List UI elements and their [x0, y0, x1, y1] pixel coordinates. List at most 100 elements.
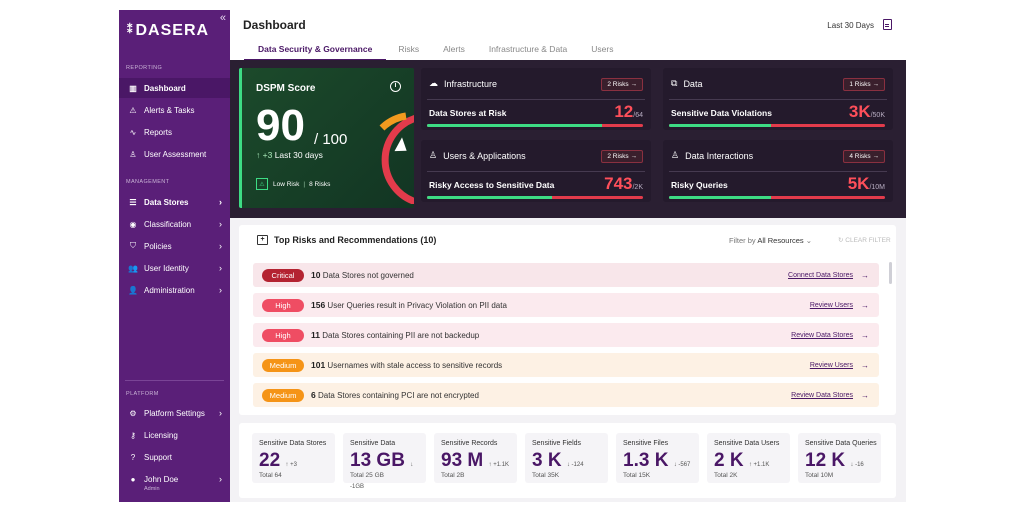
stat-sensitive-data-users[interactable]: Sensitive Data Users 2 K ↑ +1.1K Total 2… [707, 433, 790, 483]
risk-action-link[interactable]: Review Users [809, 301, 853, 309]
sidebar-item-alerts-tasks[interactable]: ⚠ Alerts & Tasks [119, 100, 230, 120]
metric-label: Data Stores at Risk [429, 108, 507, 118]
date-range-selector[interactable]: Last 30 Days [827, 21, 874, 30]
metric-label: Sensitive Data Violations [671, 108, 772, 118]
tab-data-security-governance[interactable]: Data Security & Governance [244, 44, 387, 61]
metric-bar [427, 196, 643, 199]
stat-delta: ↓ -124 [566, 462, 584, 468]
sidebar-item-classification[interactable]: ◉ Classification › [119, 214, 230, 234]
risks-badge-button[interactable]: 2 Risks → [601, 150, 643, 163]
export-report-icon[interactable] [883, 19, 892, 30]
metric-total: /2K [632, 184, 643, 191]
top-risks-panel: + Top Risks and Recommendations (10) Filt… [239, 225, 896, 415]
stat-delta: ↑ +1.1K [488, 462, 510, 468]
stat-sensitive-data-queries[interactable]: Sensitive Data Queries 12 K ↓ -16 Total … [798, 433, 881, 483]
user-avatar-icon: ● [130, 474, 136, 484]
refresh-icon: ↻ [838, 237, 844, 244]
risk-action-link[interactable]: Review Data Stores [791, 391, 853, 399]
tab-alerts[interactable]: Alerts [443, 44, 465, 54]
stat-value: 13 GB ↓ -1GB [350, 450, 426, 494]
stat-number: 12 K [805, 450, 846, 471]
database-icon: ◉ [129, 219, 137, 229]
dasera-logo[interactable]: ⁑ DASERA [127, 22, 209, 40]
clear-filter-button[interactable]: ↻ CLEAR FILTER [838, 236, 891, 244]
sidebar-item-user-identity[interactable]: 👥 User Identity › [119, 258, 230, 278]
arrow-right-icon[interactable]: → [861, 360, 869, 370]
sidebar-item-data-stores[interactable]: ☰ Data Stores › [119, 192, 230, 212]
logo-text: DASERA [135, 22, 210, 39]
collapse-sidebar-icon[interactable]: « [219, 12, 226, 24]
sidebar-item-label: User Assessment [144, 149, 207, 159]
metric-bar [669, 196, 885, 199]
dspm-score-max: / 100 [314, 131, 348, 148]
risks-badge-button[interactable]: 1 Risks → [843, 78, 885, 91]
sidebar-divider [125, 380, 224, 381]
risk-description: 6 Data Stores containing PCI are not enc… [311, 390, 479, 400]
stat-sensitive-files[interactable]: Sensitive Files 1.3 K ↓ -567 Total 15K [616, 433, 699, 483]
risk-level-pill: ⚠ Low Risk | 8 Risks [256, 178, 330, 190]
card-data: ⧉ Data 1 Risks → Sensitive Data Violation… [663, 68, 893, 130]
overview-band: DSPM Score i 90 / 100 ↑ +3 Last 30 days … [230, 60, 906, 218]
severity-badge: Medium [262, 358, 304, 372]
arrow-right-icon[interactable]: → [861, 300, 869, 310]
chevron-right-icon: › [219, 285, 222, 295]
stat-sensitive-records[interactable]: Sensitive Records 93 M ↑ +1.1K Total 2B [434, 433, 517, 483]
card-divider [427, 99, 645, 100]
tab-infrastructure-data[interactable]: Infrastructure & Data [488, 44, 568, 54]
sidebar-item-dashboard[interactable]: ▥ Dashboard [119, 78, 230, 98]
stat-label: Sensitive Data Users [714, 440, 780, 447]
arrow-right-icon[interactable]: → [861, 270, 869, 280]
arrow-right-icon[interactable]: → [861, 390, 869, 400]
sidebar-item-licensing[interactable]: ⚷ Licensing [119, 425, 230, 445]
key-icon: ⚷ [130, 430, 136, 440]
stat-delta: ↑ +3 [285, 462, 297, 468]
stat-value: 93 M ↑ +1.1K [441, 450, 509, 472]
sidebar-item-reports[interactable]: ∿ Reports [119, 122, 230, 142]
warning-icon: ⚠ [256, 178, 268, 190]
arrow-up-icon: ↑ [256, 150, 261, 160]
cloud-icon: ☁ [429, 78, 438, 88]
risk-count: 10 [311, 270, 321, 280]
chevron-right-icon: › [219, 263, 222, 273]
sidebar-item-label: Licensing [144, 430, 178, 440]
info-icon[interactable]: i [390, 81, 401, 92]
risk-action-link[interactable]: Review Data Stores [791, 331, 853, 339]
risk-count: 6 [311, 390, 316, 400]
metric-label: Risky Access to Sensitive Data [429, 180, 555, 190]
card-divider [669, 171, 887, 172]
sidebar-item-administration[interactable]: 👤 Administration › [119, 280, 230, 300]
risk-action-link[interactable]: Review Users [809, 361, 853, 369]
sidebar-item-label: Support [144, 452, 173, 462]
sidebar-item-policies[interactable]: ⛉ Policies › [119, 236, 230, 256]
risks-badge-button[interactable]: 2 Risks → [601, 78, 643, 91]
card-divider [427, 171, 645, 172]
sidebar-item-user-assessment[interactable]: ♙ User Assessment [119, 144, 230, 164]
risk-count: 156 [311, 300, 326, 310]
bar-chart-icon: ▥ [129, 83, 137, 93]
metric-bar-fill [669, 124, 771, 127]
shield-icon: ⛉ [130, 241, 136, 250]
card-title: Data Interactions [685, 150, 754, 161]
stat-sensitive-data-stores[interactable]: Sensitive Data Stores 22 ↑ +3 Total 64 [252, 433, 335, 483]
tab-risks[interactable]: Risks [398, 44, 420, 54]
tab-users[interactable]: Users [591, 44, 614, 54]
sidebar-item-support[interactable]: ? Support [119, 447, 230, 467]
metric-total: /10M [869, 184, 885, 191]
risk-text: Data Stores containing PII are not backe… [322, 331, 480, 340]
sidebar-item-platform-settings[interactable]: ⚙ Platform Settings › [119, 403, 230, 423]
risks-badge-button[interactable]: 4 Risks → [843, 150, 885, 163]
metric-number: 5K [847, 174, 870, 193]
stat-sensitive-data[interactable]: Sensitive Data 13 GB ↓ -1GB Total 25 GB [343, 433, 426, 490]
risk-action-link[interactable]: Connect Data Stores [788, 271, 853, 279]
arrow-right-icon[interactable]: → [861, 330, 869, 340]
risks-panel-title: + Top Risks and Recommendations (10) [257, 235, 436, 245]
stat-sensitive-fields[interactable]: Sensitive Fields 3 K ↓ -124 Total 35K [525, 433, 608, 483]
risks-scrollbar[interactable] [889, 262, 892, 284]
chevron-right-icon: › [219, 474, 222, 484]
resource-filter-dropdown[interactable]: Filter by All Resources ⌄ [729, 236, 812, 245]
sidebar-user-profile[interactable]: ● John Doe › [119, 469, 230, 489]
metric-value: 12/64 [614, 102, 643, 122]
help-icon: ? [130, 452, 136, 462]
stat-number: 1.3 K [623, 450, 669, 471]
metric-bar-fill [427, 124, 602, 127]
